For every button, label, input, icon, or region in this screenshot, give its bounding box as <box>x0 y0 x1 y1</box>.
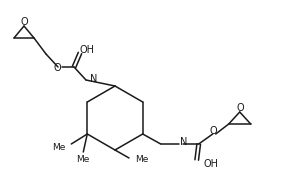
Text: O: O <box>237 103 245 113</box>
Text: O: O <box>53 63 61 73</box>
Text: Me: Me <box>135 156 148 164</box>
Text: O: O <box>20 17 28 27</box>
Text: O: O <box>210 126 218 136</box>
Text: OH: OH <box>204 159 219 169</box>
Text: N: N <box>90 74 97 84</box>
Text: Me: Me <box>52 142 65 152</box>
Text: OH: OH <box>80 45 94 55</box>
Text: N: N <box>180 137 187 147</box>
Text: Me: Me <box>77 155 90 163</box>
